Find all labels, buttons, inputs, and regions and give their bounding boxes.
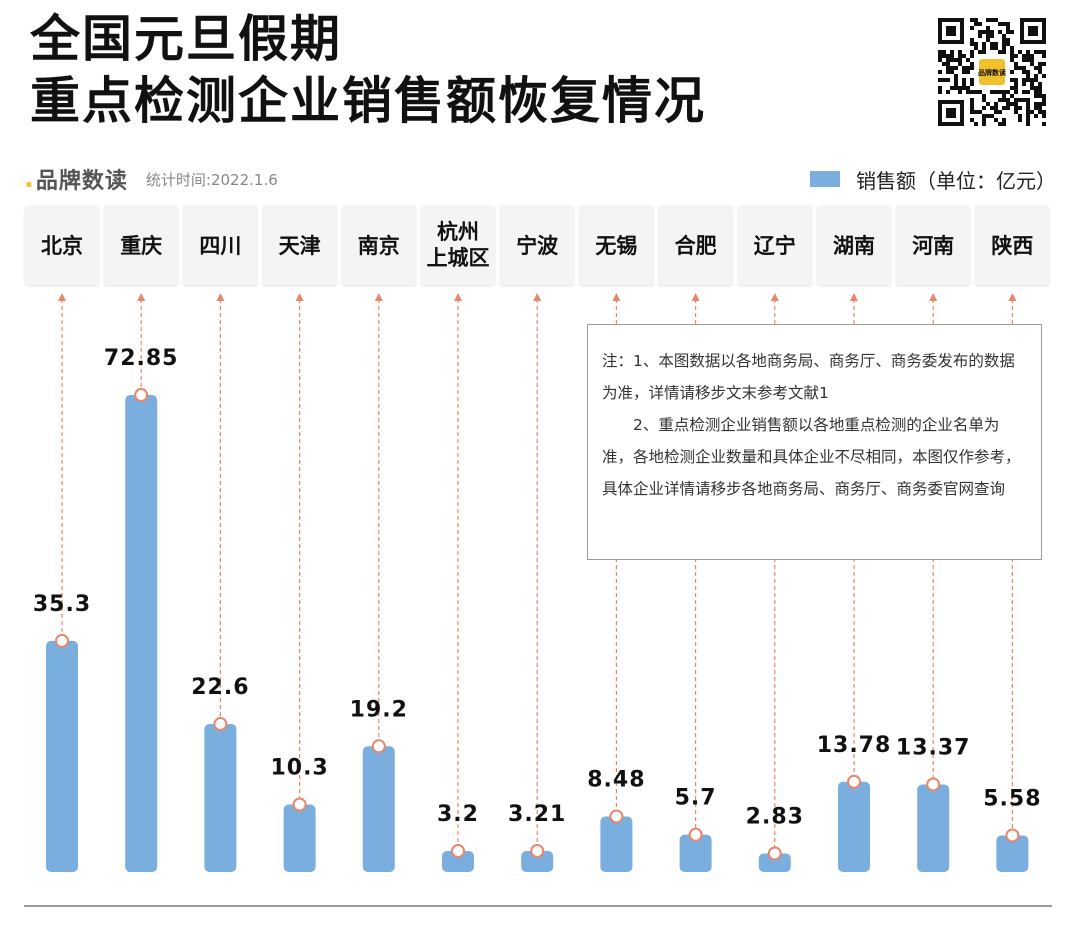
arrow-up-icon [216, 293, 225, 301]
bar [125, 395, 158, 872]
bar-marker [530, 843, 545, 858]
value-label: 5.7 [675, 786, 717, 811]
bar-marker [767, 846, 782, 861]
arrow-up-icon [58, 293, 66, 301]
arrow-up-icon [850, 293, 858, 301]
bar-marker [609, 809, 624, 824]
note-line-2: 2、重点检测企业销售额以各地重点检测的企业名单为准，各地检测企业数量和具体企业不… [602, 416, 1021, 498]
arrow-up-icon [137, 293, 146, 301]
bar-marker [134, 388, 149, 402]
category-label: 四川 [199, 234, 241, 258]
arrow-up-icon [295, 293, 304, 301]
qr-badge-text: 品牌数读 [978, 68, 1006, 77]
title-line-1: 全国元旦假期 [30, 10, 342, 68]
legend-label: 销售额（单位：亿元） [856, 168, 1056, 193]
category-label: 南京 [358, 234, 400, 258]
bar [362, 746, 395, 872]
category-label: 宁波 [516, 234, 559, 258]
category-box [262, 205, 337, 285]
category-label: 天津 [279, 234, 321, 258]
category-box [658, 205, 733, 285]
value-label: 72.85 [104, 346, 179, 371]
category-box [341, 205, 416, 285]
bar-marker [688, 827, 703, 842]
category-label: 河南 [912, 234, 954, 258]
value-label: 3.2 [437, 802, 479, 827]
category-box [737, 205, 812, 285]
category-box [579, 205, 654, 285]
value-label: 3.21 [508, 802, 566, 827]
category-label: 北京 [41, 234, 83, 258]
category-label: 合肥 [675, 234, 717, 258]
category-box [104, 205, 179, 285]
qr-code-icon: 品牌数读 [938, 18, 1046, 126]
category-label: 无锡 [595, 234, 637, 258]
category-box [817, 205, 891, 285]
brand-name: 品牌数读 [35, 169, 128, 194]
brand-row: . 品牌数读 统计时间:2022.1.6 [24, 164, 278, 194]
bar [600, 816, 633, 872]
bar [521, 850, 554, 872]
arrow-up-icon [929, 293, 938, 301]
bar-marker [55, 633, 69, 648]
category-label: 湖南 [833, 234, 875, 258]
value-label: 8.48 [587, 767, 645, 792]
category-label: 重庆 [120, 234, 162, 258]
bar [758, 853, 791, 872]
bar-marker [213, 717, 228, 732]
legend-swatch [810, 171, 840, 187]
value-label: 2.83 [746, 804, 804, 829]
value-label: 35.3 [33, 592, 91, 617]
arrow-up-icon [1008, 293, 1017, 301]
bar-marker [926, 777, 941, 792]
category-box [183, 205, 258, 285]
category-box [500, 205, 575, 285]
bar-marker [371, 739, 386, 754]
bar [838, 781, 870, 872]
arrow-up-icon [612, 293, 621, 301]
value-label: 13.78 [817, 733, 892, 758]
value-label: 22.6 [191, 675, 249, 700]
arrow-up-icon [533, 293, 542, 301]
bar-marker [292, 797, 307, 812]
category-box [25, 205, 99, 285]
category-box [421, 205, 495, 285]
stat-time: 统计时间:2022.1.6 [145, 170, 278, 189]
arrow-up-icon [454, 293, 462, 301]
bar [917, 784, 950, 872]
bar-marker [451, 844, 465, 859]
brand-dot-icon: . [24, 164, 34, 194]
value-label: 19.2 [350, 697, 408, 722]
bottom-divider [24, 905, 1052, 907]
category-label: 辽宁 [754, 234, 796, 258]
title-line-2: 重点检测企业销售额恢复情况 [30, 72, 706, 130]
category-label: 杭州上城区 [427, 220, 490, 270]
bar-marker [847, 774, 861, 789]
bar [679, 834, 712, 872]
bar [442, 851, 474, 872]
bar [283, 804, 316, 872]
note-line-1: 注：1、本图数据以各地商务局、商务厅、商务委发布的数据为准，详情请移步文末参考文… [602, 352, 1015, 402]
legend: 销售额（单位：亿元） [810, 164, 1056, 194]
arrow-up-icon [374, 293, 383, 301]
value-label: 10.3 [270, 756, 328, 781]
bar-marker [1005, 828, 1020, 843]
bar [204, 724, 237, 872]
note-box: 注：1、本图数据以各地商务局、商务厅、商务委发布的数据为准，详情请移步文末参考文… [587, 324, 1042, 560]
category-box [975, 205, 1050, 285]
bar [996, 835, 1029, 872]
value-label: 13.37 [896, 735, 971, 760]
arrow-up-icon [691, 293, 700, 301]
bar [46, 640, 78, 872]
value-label: 5.58 [983, 786, 1041, 811]
category-label: 陕西 [991, 234, 1033, 258]
page-title: 全国元旦假期 重点检测企业销售额恢复情况 [30, 8, 706, 132]
category-box [896, 205, 971, 285]
arrow-up-icon [770, 293, 779, 301]
